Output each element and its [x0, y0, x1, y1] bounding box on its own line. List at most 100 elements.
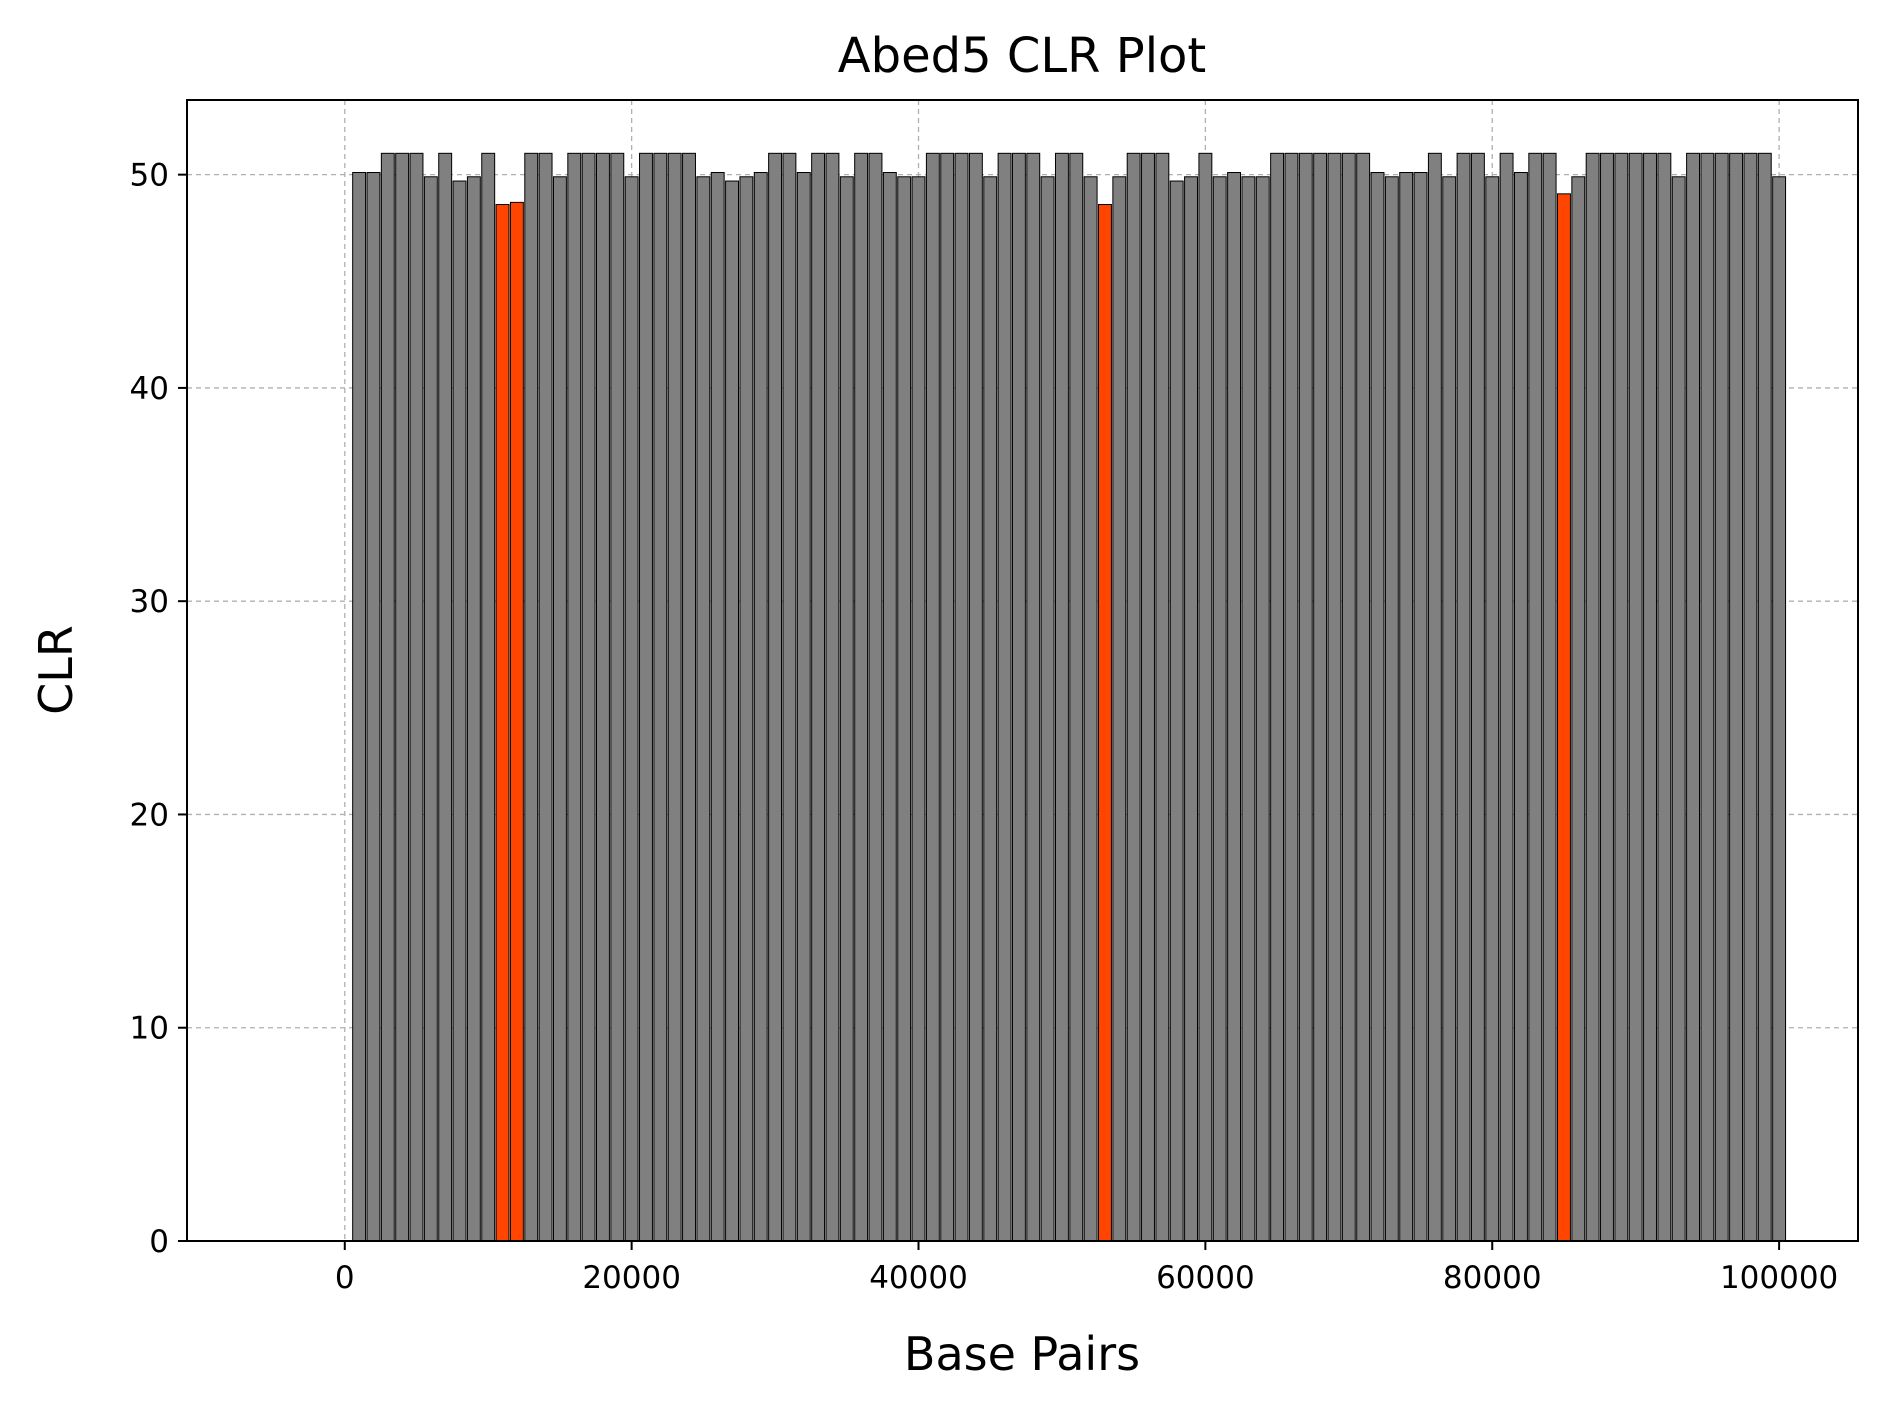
x-tick-label: 60000: [1156, 1260, 1255, 1296]
bar: [1757, 152, 1772, 1242]
bar: [925, 152, 940, 1242]
bar: [1399, 172, 1414, 1242]
bar: [911, 176, 926, 1242]
bar: [1026, 152, 1041, 1242]
bar: [1643, 152, 1657, 1242]
bar: [968, 152, 983, 1242]
bar: [825, 152, 840, 1242]
bar: [1184, 176, 1198, 1242]
bar: [1227, 172, 1242, 1242]
bar: [1772, 176, 1787, 1242]
bar: [1657, 152, 1672, 1242]
bar: [725, 180, 740, 1242]
bar: [1270, 152, 1285, 1242]
bar: [1456, 152, 1471, 1242]
bar: [538, 152, 553, 1242]
bar: [1700, 152, 1715, 1242]
bar: [868, 152, 883, 1242]
y-tick-label: 20: [130, 797, 169, 833]
bar: [1743, 152, 1758, 1242]
bar-highlight: [1557, 193, 1571, 1242]
bar: [897, 176, 912, 1242]
bar: [1112, 176, 1127, 1242]
bar: [1686, 152, 1701, 1242]
bar: [739, 176, 754, 1242]
bar: [940, 152, 955, 1242]
bar: [1341, 152, 1356, 1242]
bar: [1083, 176, 1098, 1242]
bar: [380, 152, 395, 1242]
bar: [753, 172, 768, 1242]
y-axis-ticks: 0 10 20 30 40 50: [130, 158, 187, 1260]
bar: [1542, 152, 1557, 1242]
bar: [1040, 176, 1055, 1242]
bar: [1141, 152, 1155, 1242]
y-tick-label: 10: [130, 1011, 169, 1047]
bar: [782, 152, 797, 1242]
bar-highlight: [495, 204, 510, 1242]
x-tick-label: 40000: [869, 1260, 968, 1296]
bar: [1470, 152, 1485, 1242]
bar-highlight: [509, 201, 524, 1242]
bar: [1413, 172, 1428, 1242]
bar: [696, 176, 711, 1242]
bar: [596, 152, 610, 1242]
bar: [1255, 176, 1270, 1242]
bar: [667, 152, 682, 1242]
bar: [1628, 152, 1643, 1242]
bar: [409, 152, 424, 1242]
bar: [653, 152, 668, 1242]
bar: [811, 152, 826, 1242]
bar: [1356, 152, 1371, 1242]
bar: [1169, 180, 1184, 1242]
x-tick-label: 20000: [582, 1260, 681, 1296]
bar: [438, 152, 453, 1242]
y-tick-label: 30: [130, 584, 169, 620]
y-tick-label: 0: [149, 1224, 169, 1260]
bar: [768, 152, 783, 1242]
bar: [796, 172, 811, 1242]
bar-highlight: [1098, 204, 1112, 1242]
bar: [1729, 152, 1744, 1242]
bar: [395, 152, 410, 1242]
bar: [882, 172, 897, 1242]
x-tick-label: 0: [335, 1260, 355, 1296]
x-tick-label: 100000: [1720, 1260, 1838, 1296]
bar: [1054, 152, 1069, 1242]
bar: [1284, 152, 1299, 1242]
plot-frame: [186, 99, 1859, 1242]
bar: [1513, 172, 1528, 1242]
x-axis-label: Base Pairs: [904, 1327, 1140, 1381]
bar: [639, 152, 653, 1242]
bar: [1499, 152, 1514, 1242]
bar: [997, 152, 1012, 1242]
bar: [610, 152, 625, 1242]
bar: [682, 152, 696, 1242]
bar: [466, 176, 481, 1242]
bar: [854, 152, 869, 1242]
bar: [1313, 152, 1328, 1242]
y-tick-label: 50: [130, 158, 169, 194]
bar: [710, 172, 725, 1242]
y-tick-label: 40: [130, 371, 169, 407]
bar: [1600, 152, 1614, 1242]
bar: [839, 176, 854, 1242]
bar: [624, 176, 639, 1242]
bar: [1241, 176, 1256, 1242]
bar: [567, 152, 582, 1242]
bar: [954, 152, 969, 1242]
bar: [1011, 152, 1026, 1242]
bar: [452, 180, 467, 1242]
bar: [1327, 152, 1342, 1242]
bar: [1126, 152, 1141, 1242]
bar: [1069, 152, 1084, 1242]
y-axis-label: CLR: [29, 625, 83, 715]
bar: [1671, 176, 1686, 1242]
bar: [1298, 152, 1313, 1242]
bar: [1571, 176, 1586, 1242]
bar: [1714, 152, 1729, 1242]
bar: [1198, 152, 1213, 1242]
bar: [552, 176, 567, 1242]
bar: [1427, 152, 1442, 1242]
